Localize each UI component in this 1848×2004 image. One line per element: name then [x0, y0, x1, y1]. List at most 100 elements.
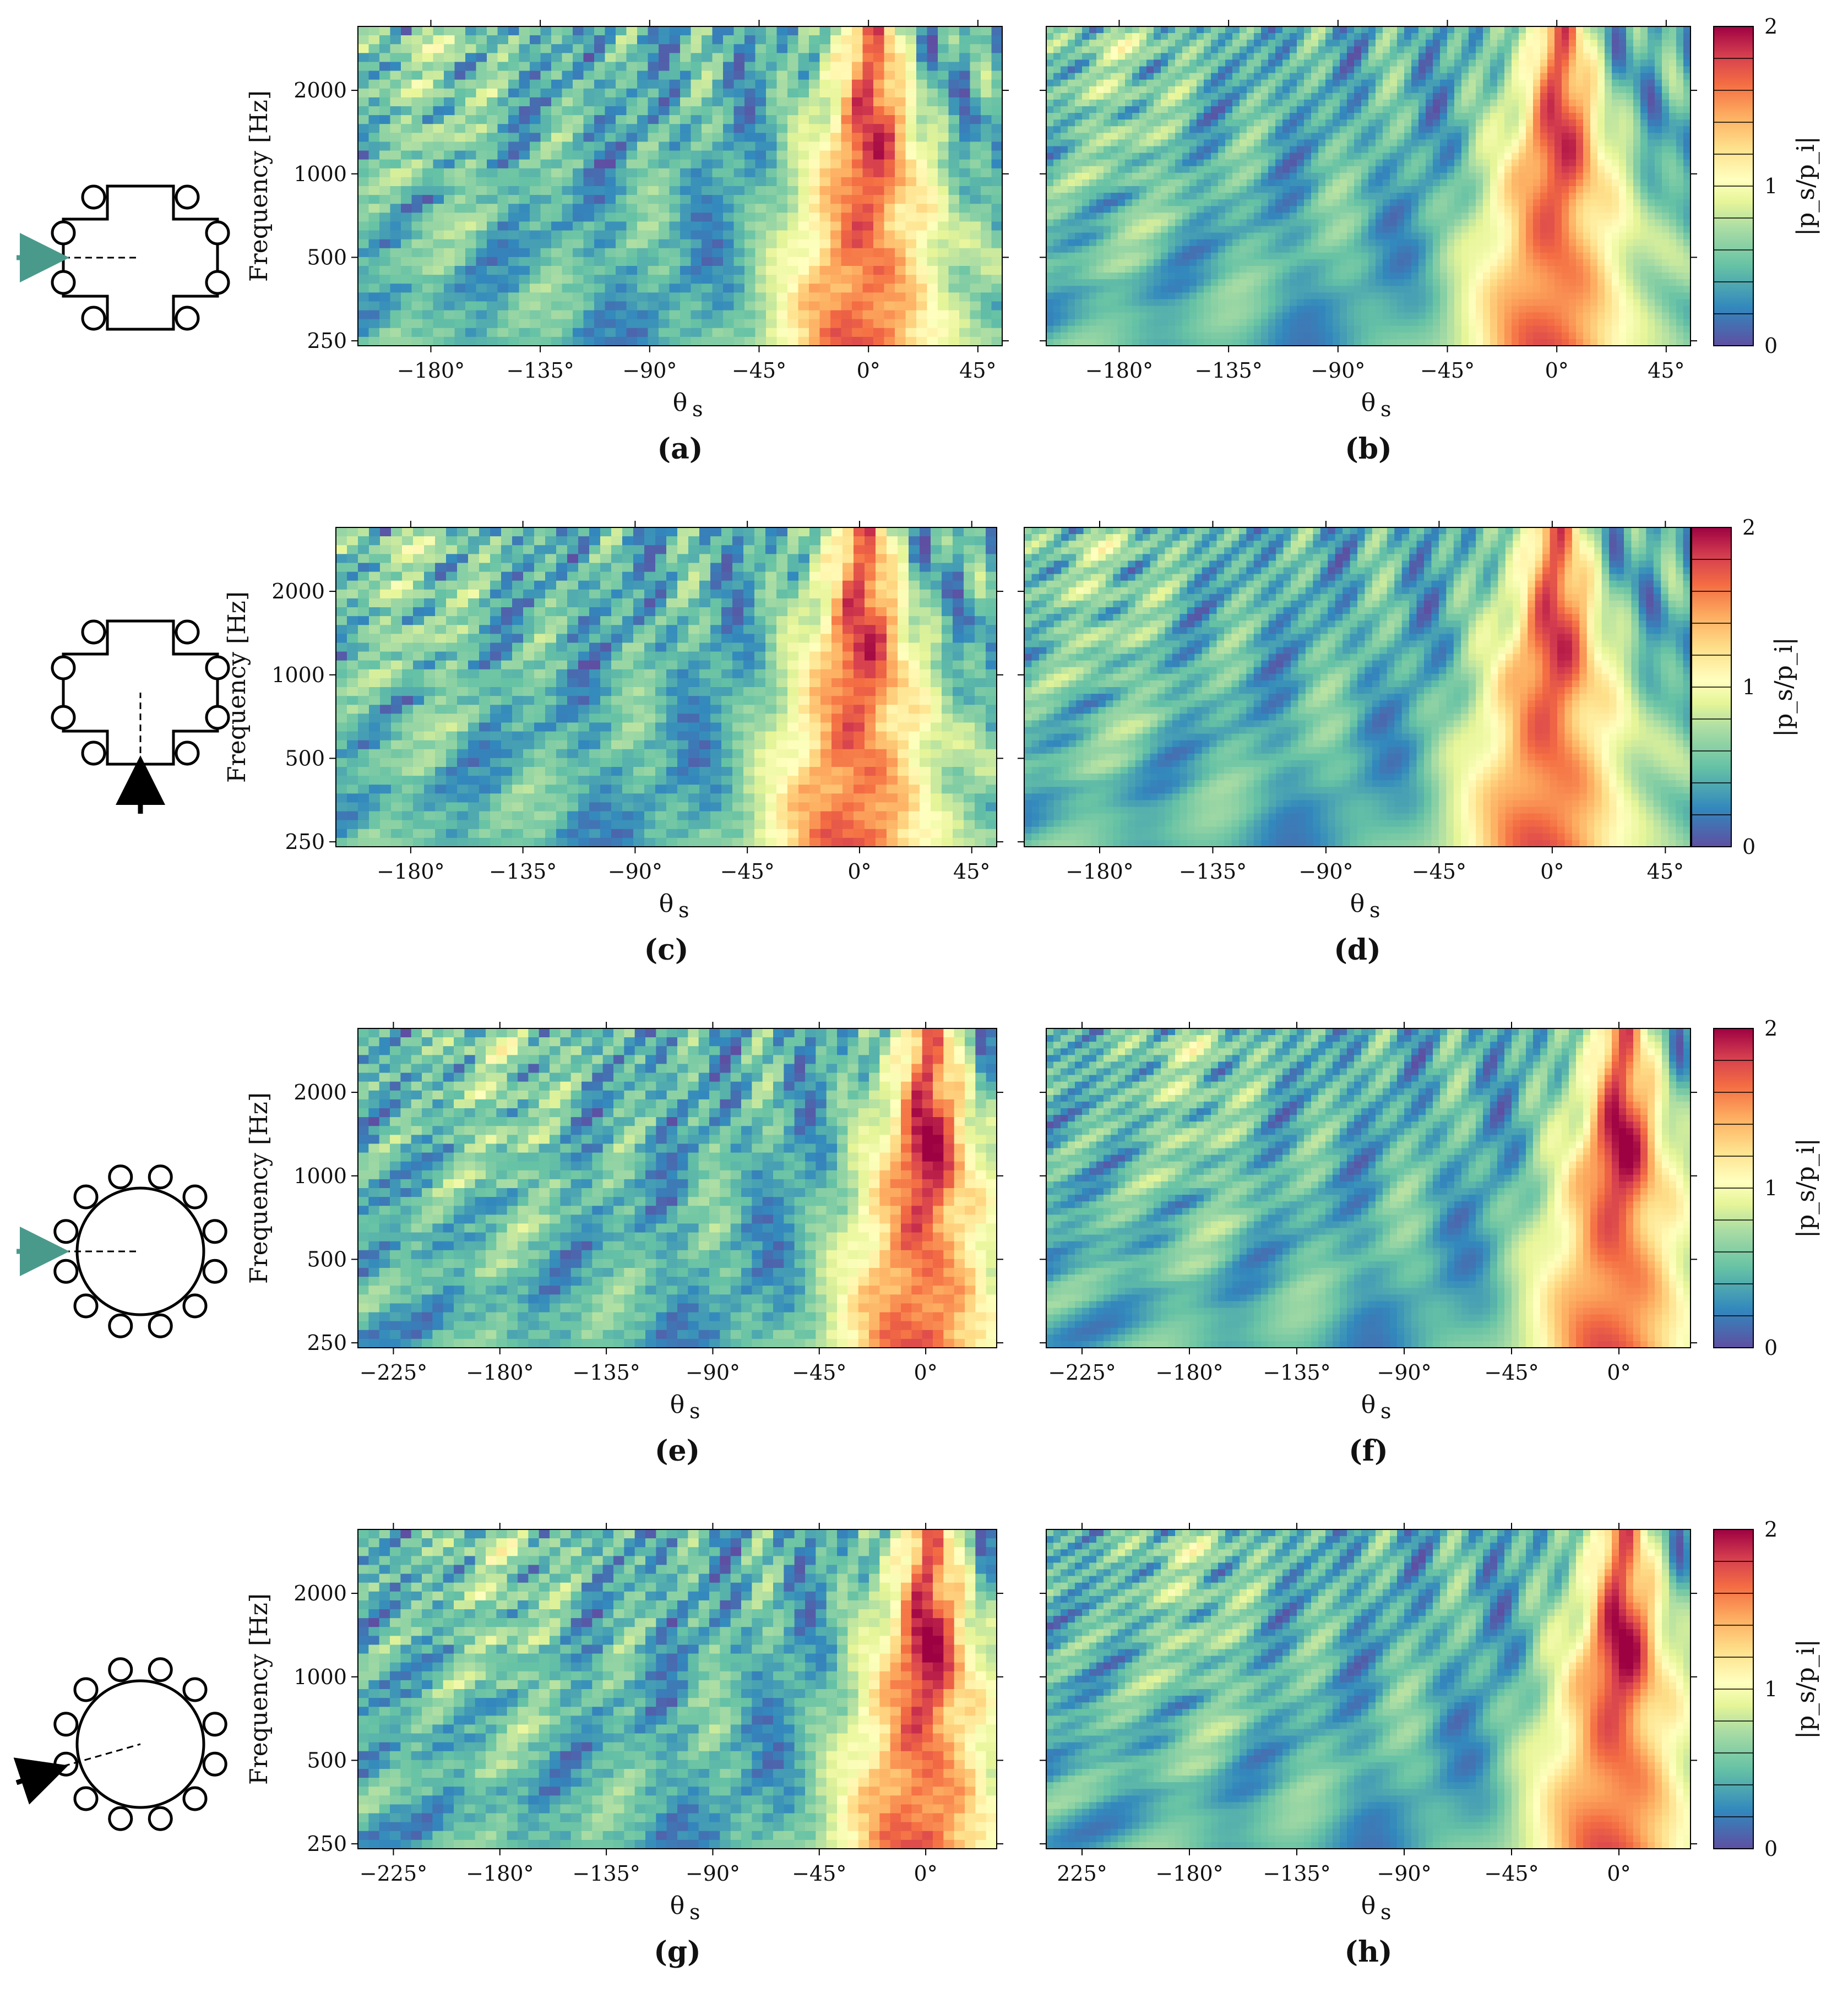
- heatmap-cell: [648, 204, 659, 213]
- heatmap-cell: [755, 177, 767, 187]
- heatmap-cell: [916, 195, 927, 204]
- heatmap-cell: [798, 151, 809, 160]
- heatmap-cell: [873, 97, 884, 107]
- heatmap-cell: [562, 26, 573, 36]
- heatmap-cell: [551, 106, 562, 116]
- heatmap-cell: [476, 133, 487, 142]
- heatmap-cell: [927, 80, 938, 89]
- heatmap-cell: [841, 195, 852, 204]
- heatmap-cell: [916, 177, 927, 187]
- heatmap-cell: [938, 160, 949, 169]
- heatmap-cell: [798, 44, 809, 53]
- heatmap-cell: [723, 106, 734, 116]
- heatmap-cell: [627, 53, 638, 62]
- heatmap-cell: [680, 62, 691, 71]
- heatmap-cell: [616, 115, 627, 124]
- heatmap-cell: [379, 213, 390, 222]
- heatmap-cell: [873, 133, 884, 142]
- heatmap-cell: [390, 204, 401, 213]
- heatmap-cell: [584, 89, 595, 98]
- heatmap-cell: [422, 44, 433, 53]
- heatmap-cell: [852, 195, 863, 204]
- heatmap-cell: [530, 133, 541, 142]
- heatmap-cell: [744, 106, 755, 116]
- heatmap-cell: [648, 97, 659, 107]
- heatmap-cell: [573, 80, 584, 89]
- heatmap-cell: [755, 160, 767, 169]
- heatmap-cell: [927, 89, 938, 98]
- heatmap-cell: [412, 71, 423, 80]
- heatmap-cell: [627, 151, 638, 160]
- heatmap-cell: [379, 160, 390, 169]
- heatmap-cell: [551, 160, 562, 169]
- heatmap-cell: [734, 89, 745, 98]
- heatmap-cell: [873, 160, 884, 169]
- heatmap-cell: [863, 71, 874, 80]
- heatmap-cell: [884, 195, 895, 204]
- heatmap-cell: [508, 44, 519, 53]
- heatmap-cell: [959, 115, 970, 124]
- heatmap-cell: [594, 151, 605, 160]
- heatmap-cell: [691, 80, 702, 89]
- heatmap-cell: [938, 97, 949, 107]
- heatmap-cell: [530, 204, 541, 213]
- heatmap-cell: [927, 106, 938, 116]
- heatmap-cell: [777, 151, 788, 160]
- cylinder: [204, 1753, 226, 1775]
- heatmap-cell: [369, 124, 380, 133]
- heatmap-cell: [401, 160, 412, 169]
- heatmap-cell: [369, 71, 380, 80]
- heatmap-cell: [884, 71, 895, 80]
- heatmap-cell: [830, 44, 841, 53]
- heatmap-cell: [916, 133, 927, 142]
- heatmap-cell: [863, 195, 874, 204]
- heatmap-cell: [959, 26, 970, 36]
- heatmap-cell: [744, 89, 755, 98]
- heatmap-cell: [830, 160, 841, 169]
- heatmap-cell: [873, 168, 884, 178]
- heatmap-cell: [777, 213, 788, 222]
- heatmap-cell: [412, 195, 423, 204]
- heatmap-cell: [358, 106, 369, 116]
- heatmap-cell: [938, 168, 949, 178]
- heatmap-cell: [444, 53, 455, 62]
- heatmap-cell: [787, 160, 798, 169]
- heatmap-cell: [777, 168, 788, 178]
- heatmap-cell: [508, 204, 519, 213]
- heatmap-cell: [755, 168, 767, 178]
- heatmap-cell: [938, 186, 949, 195]
- heatmap-cell: [530, 71, 541, 80]
- heatmap-cell: [938, 26, 949, 36]
- heatmap-cell: [734, 141, 745, 151]
- heatmap-cell: [433, 53, 444, 62]
- heatmap-cell: [659, 89, 670, 98]
- heatmap-cell: [444, 106, 455, 116]
- heatmap-cell: [787, 106, 798, 116]
- heatmap-cell: [713, 213, 724, 222]
- heatmap-cell: [938, 44, 949, 53]
- heatmap-cell: [476, 62, 487, 71]
- heatmap-cell: [884, 204, 895, 213]
- heatmap-cell: [530, 177, 541, 187]
- heatmap-cell: [702, 89, 713, 98]
- heatmap-cell: [605, 44, 616, 53]
- heatmap-cell: [562, 195, 573, 204]
- heatmap-cell: [809, 195, 820, 204]
- heatmap-cell: [616, 186, 627, 195]
- heatmap-cell: [594, 62, 605, 71]
- heatmap-cell: [433, 151, 444, 160]
- heatmap-cell: [777, 44, 788, 53]
- heatmap-cell: [627, 35, 638, 45]
- heatmap-cell: [873, 115, 884, 124]
- heatmap-cell: [476, 106, 487, 116]
- heatmap-cell: [358, 195, 369, 204]
- heatmap-cell: [916, 97, 927, 107]
- heatmap-cell: [959, 204, 970, 213]
- heatmap-cell: [433, 89, 444, 98]
- heatmap-cell: [927, 195, 938, 204]
- heatmap-cell: [798, 35, 809, 45]
- heatmap-cell: [508, 177, 519, 187]
- heatmap-cell: [401, 106, 412, 116]
- heatmap-cell: [713, 204, 724, 213]
- heatmap-cell: [444, 89, 455, 98]
